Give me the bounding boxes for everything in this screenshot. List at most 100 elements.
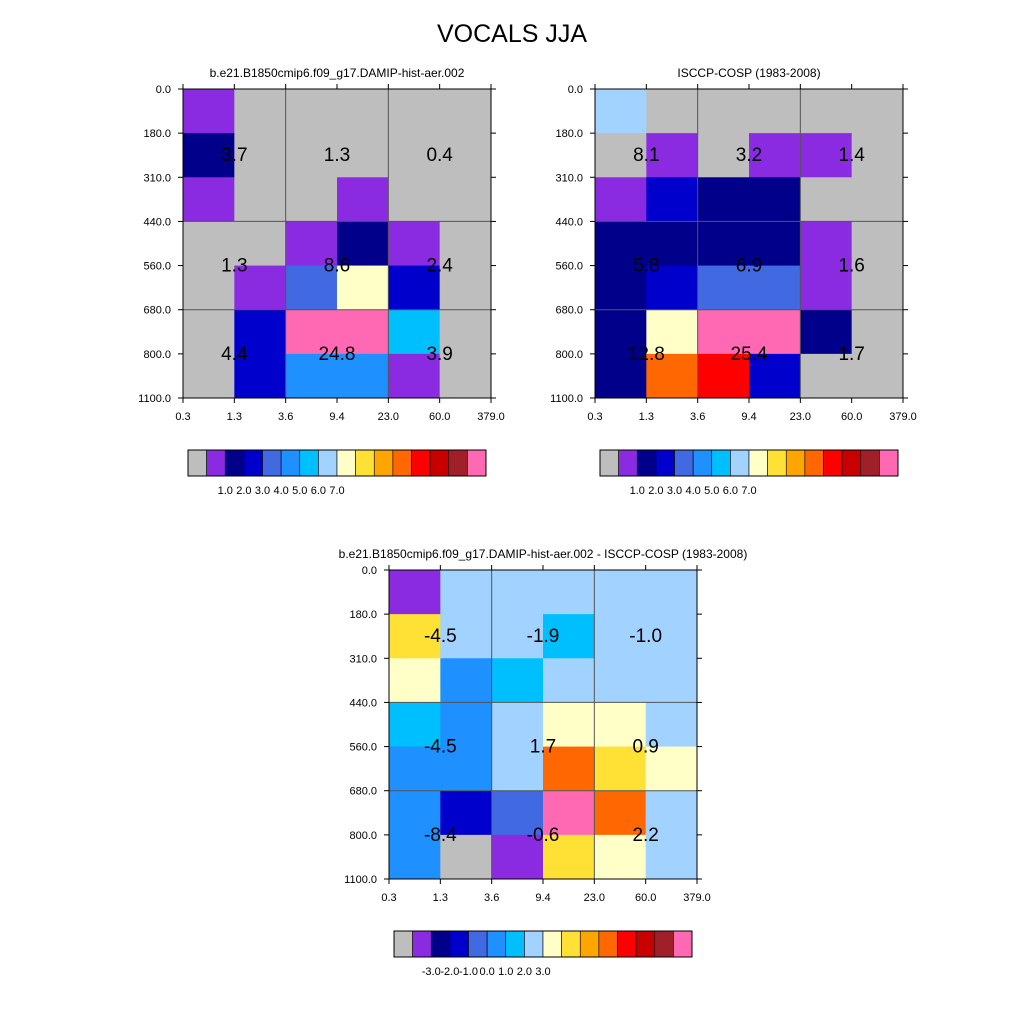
heatmap-cell: [543, 614, 595, 659]
heatmap-cell: [389, 658, 441, 703]
colorbar-swatch: [336, 449, 356, 477]
colorbar-label: 2.0: [517, 966, 532, 978]
heatmap-cell: [337, 353, 389, 399]
colorbar-swatch: [355, 449, 375, 477]
heatmap-cell: [645, 614, 698, 659]
block-value-label: 0.9: [632, 737, 658, 758]
heatmap-cell: [749, 177, 801, 222]
x-tick-label: 1.3: [639, 411, 654, 423]
y-tick-label: 180.0: [555, 128, 583, 140]
colorbar-swatch: [486, 930, 507, 958]
colorbar-swatch: [524, 930, 544, 958]
block-value-label: 0.4: [426, 145, 453, 166]
heatmap-cell: [285, 309, 338, 355]
x-tick-label: 60.0: [429, 411, 450, 423]
colorbar-swatch: [841, 449, 862, 477]
heatmap-cell: [595, 309, 647, 355]
block-value-label: 8.1: [633, 145, 659, 166]
colorbar-label: -1.0: [459, 966, 478, 978]
colorbar-swatch: [542, 930, 562, 958]
heatmap-cell: [800, 265, 853, 311]
colorbar-label: 3.0: [535, 966, 550, 978]
heatmap-cell: [646, 177, 699, 222]
colorbar-frame: [393, 930, 693, 958]
x-tick-label: 0.3: [381, 892, 396, 904]
block-value-label: -1.9: [527, 626, 560, 647]
heatmap-cell: [646, 221, 699, 267]
x-tick-label: 1.3: [227, 411, 242, 423]
x-tick-label: 0.3: [587, 411, 602, 423]
colorbar-swatch: [711, 449, 731, 477]
colorbar-label: 2.0: [648, 485, 663, 497]
y-tick-label: 680.0: [349, 786, 377, 798]
colorbar-swatch: [392, 449, 412, 477]
colorbar-swatch: [262, 449, 282, 477]
heatmap-cell: [697, 265, 750, 311]
block-value-label: 2.4: [426, 256, 453, 277]
heatmap-cell: [234, 133, 287, 178]
colorbar-label: 5.0: [292, 485, 307, 497]
panel-title: b.e21.B1850cmip6.f09_g17.DAMIP-hist-aer.…: [339, 547, 748, 561]
heatmap-cell: [645, 570, 698, 615]
colorbar-swatch: [468, 930, 488, 958]
heatmap-cell: [645, 702, 698, 748]
y-tick-label: 1100.0: [344, 874, 377, 886]
colorbar-swatch: [804, 449, 824, 477]
colorbar-swatch: [224, 449, 245, 477]
heatmap-cell: [543, 658, 595, 703]
colorbar-swatch: [860, 449, 880, 477]
heatmap-cell: [800, 177, 853, 222]
heatmap-cell: [697, 133, 750, 178]
heatmap-cell: [646, 353, 699, 399]
colorbar-swatch: [412, 930, 432, 958]
block-value-label: 1.3: [221, 256, 247, 277]
colorbar-label: 6.0: [311, 485, 326, 497]
y-tick-label: 310.0: [143, 172, 171, 184]
heatmap-cell: [851, 309, 904, 355]
y-tick-label: 800.0: [143, 349, 171, 361]
heatmap-cell: [851, 353, 904, 399]
heatmap-cell: [646, 89, 699, 134]
heatmap-cell: [800, 133, 853, 178]
heatmap-cell: [183, 89, 235, 134]
y-tick-label: 440.0: [349, 697, 377, 709]
x-tick-label: 23.0: [378, 411, 399, 423]
colorbar-label: -3.0: [422, 966, 441, 978]
heatmap-cell: [440, 790, 493, 836]
x-tick-label: 9.4: [535, 892, 550, 904]
x-tick-label: 3.6: [484, 892, 499, 904]
colorbar-swatch: [655, 449, 675, 477]
colorbar-swatch: [449, 930, 469, 958]
heatmap-cell: [491, 658, 544, 703]
heatmap-cell: [800, 221, 853, 267]
heatmap-cell: [594, 702, 647, 748]
heatmap-cell: [491, 746, 544, 792]
colorbar-swatch: [618, 449, 638, 477]
colorbar-swatch: [730, 449, 750, 477]
colorbar-label: 7.0: [329, 485, 344, 497]
heatmap-cell: [439, 309, 492, 355]
heatmap-cell: [851, 265, 904, 311]
block-value-label: 12.8: [628, 344, 665, 365]
panel-title: b.e21.B1850cmip6.f09_g17.DAMIP-hist-aer.…: [210, 66, 465, 80]
x-tick-label: 3.6: [278, 411, 293, 423]
block-value-label: 25.4: [731, 344, 768, 365]
heatmap-cell: [594, 834, 647, 880]
y-tick-label: 560.0: [349, 742, 377, 754]
block-value-label: 3.7: [221, 145, 247, 166]
heatmap-cell: [389, 570, 441, 615]
heatmap-cell: [491, 702, 544, 748]
colorbar-swatch: [635, 930, 656, 958]
colorbar-swatch: [599, 449, 619, 477]
heatmap-cell: [594, 658, 647, 703]
colorbar-swatch: [467, 449, 487, 477]
heatmap-cell: [388, 89, 441, 134]
heatmap-cell: [388, 133, 441, 178]
colorbar-label: 1.0: [630, 485, 645, 497]
colorbar-swatch: [411, 449, 431, 477]
colorbar-swatch: [187, 449, 207, 477]
heatmap-cell: [851, 89, 904, 134]
heatmap-cell: [543, 834, 595, 880]
block-value-label: 1.4: [838, 145, 865, 166]
heatmap-cell: [183, 221, 235, 267]
